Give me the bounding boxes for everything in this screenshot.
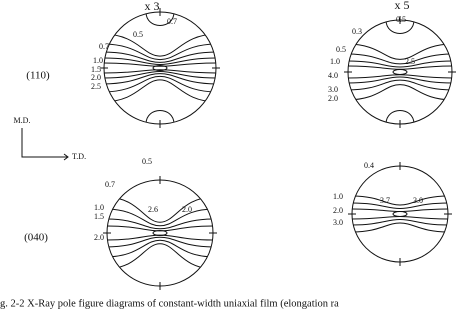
row-label: (040) <box>24 232 48 244</box>
pole-circle <box>106 179 214 287</box>
contour-line <box>107 218 213 248</box>
contour-line <box>352 208 448 220</box>
column-header: x 5 <box>395 0 410 12</box>
contour-label: 2.0 <box>91 73 101 82</box>
contour-label: 1.0 <box>93 56 103 65</box>
pole-circle <box>347 19 453 125</box>
contour-label: 2.0 <box>182 205 192 214</box>
contour-label: 2.5 <box>405 57 415 66</box>
pole-contour <box>385 20 415 34</box>
contour-line <box>352 202 448 226</box>
contour-line <box>104 43 216 93</box>
contour-line <box>348 65 452 79</box>
contour-label: 0.7 <box>99 42 109 51</box>
contour-label: 0.5 <box>396 15 406 24</box>
contour-label: 2.5 <box>91 82 101 91</box>
center-contour <box>152 65 168 71</box>
contour-label: 0.7 <box>105 180 115 189</box>
contour-label: 1.0 <box>330 57 340 66</box>
center-contour <box>152 230 168 236</box>
contour-label: 2.6 <box>148 205 158 214</box>
contour-label: 0.3 <box>352 27 362 36</box>
contour-label: 2.0 <box>333 206 343 215</box>
contour-line <box>107 196 213 270</box>
axis-label: T.D. <box>72 152 86 161</box>
contour-line <box>104 62 216 74</box>
contour-label: 1.0 <box>94 203 104 212</box>
axis-arrows <box>21 128 69 161</box>
contour-line <box>107 208 213 258</box>
contour-line <box>348 53 452 91</box>
contour-label: 1.0 <box>333 192 343 201</box>
contour-line <box>104 57 216 79</box>
contour-label: 0.5 <box>142 157 152 166</box>
center-contour <box>392 69 408 75</box>
pole-contour <box>385 110 415 124</box>
axis-label: M.D. <box>14 116 31 125</box>
pole-circle <box>103 11 217 125</box>
pole-contour <box>145 12 175 26</box>
contour-label: 0.5 <box>133 30 143 39</box>
contour-label: 1.5 <box>91 65 101 74</box>
pole-circle <box>351 165 449 263</box>
contour-label: 3.0 <box>333 218 343 227</box>
contour-label: 3.7 <box>380 196 390 205</box>
caption: g. 2-2 X-Ray pole figure diagrams of con… <box>0 298 339 309</box>
contour-label: 1.5 <box>94 212 104 221</box>
contour-label: 0.4 <box>364 161 374 170</box>
column-header: x 3 <box>145 0 160 13</box>
contour-line <box>104 33 216 103</box>
contour-label: 2.0 <box>328 94 338 103</box>
contour-label: 0.7 <box>167 17 177 26</box>
contour-line <box>104 51 216 85</box>
contour-label: 4.0 <box>328 71 338 80</box>
center-contour <box>392 211 408 217</box>
row-label: (110) <box>26 70 50 82</box>
contour-line <box>107 225 213 241</box>
contour-line <box>348 60 452 84</box>
contour-line <box>348 43 452 101</box>
contour-label: 0.5 <box>336 45 346 54</box>
pole-contour <box>145 110 175 124</box>
contour-label: 2.0 <box>94 233 104 242</box>
contour-label: 3.0 <box>328 85 338 94</box>
contour-line <box>352 195 448 233</box>
